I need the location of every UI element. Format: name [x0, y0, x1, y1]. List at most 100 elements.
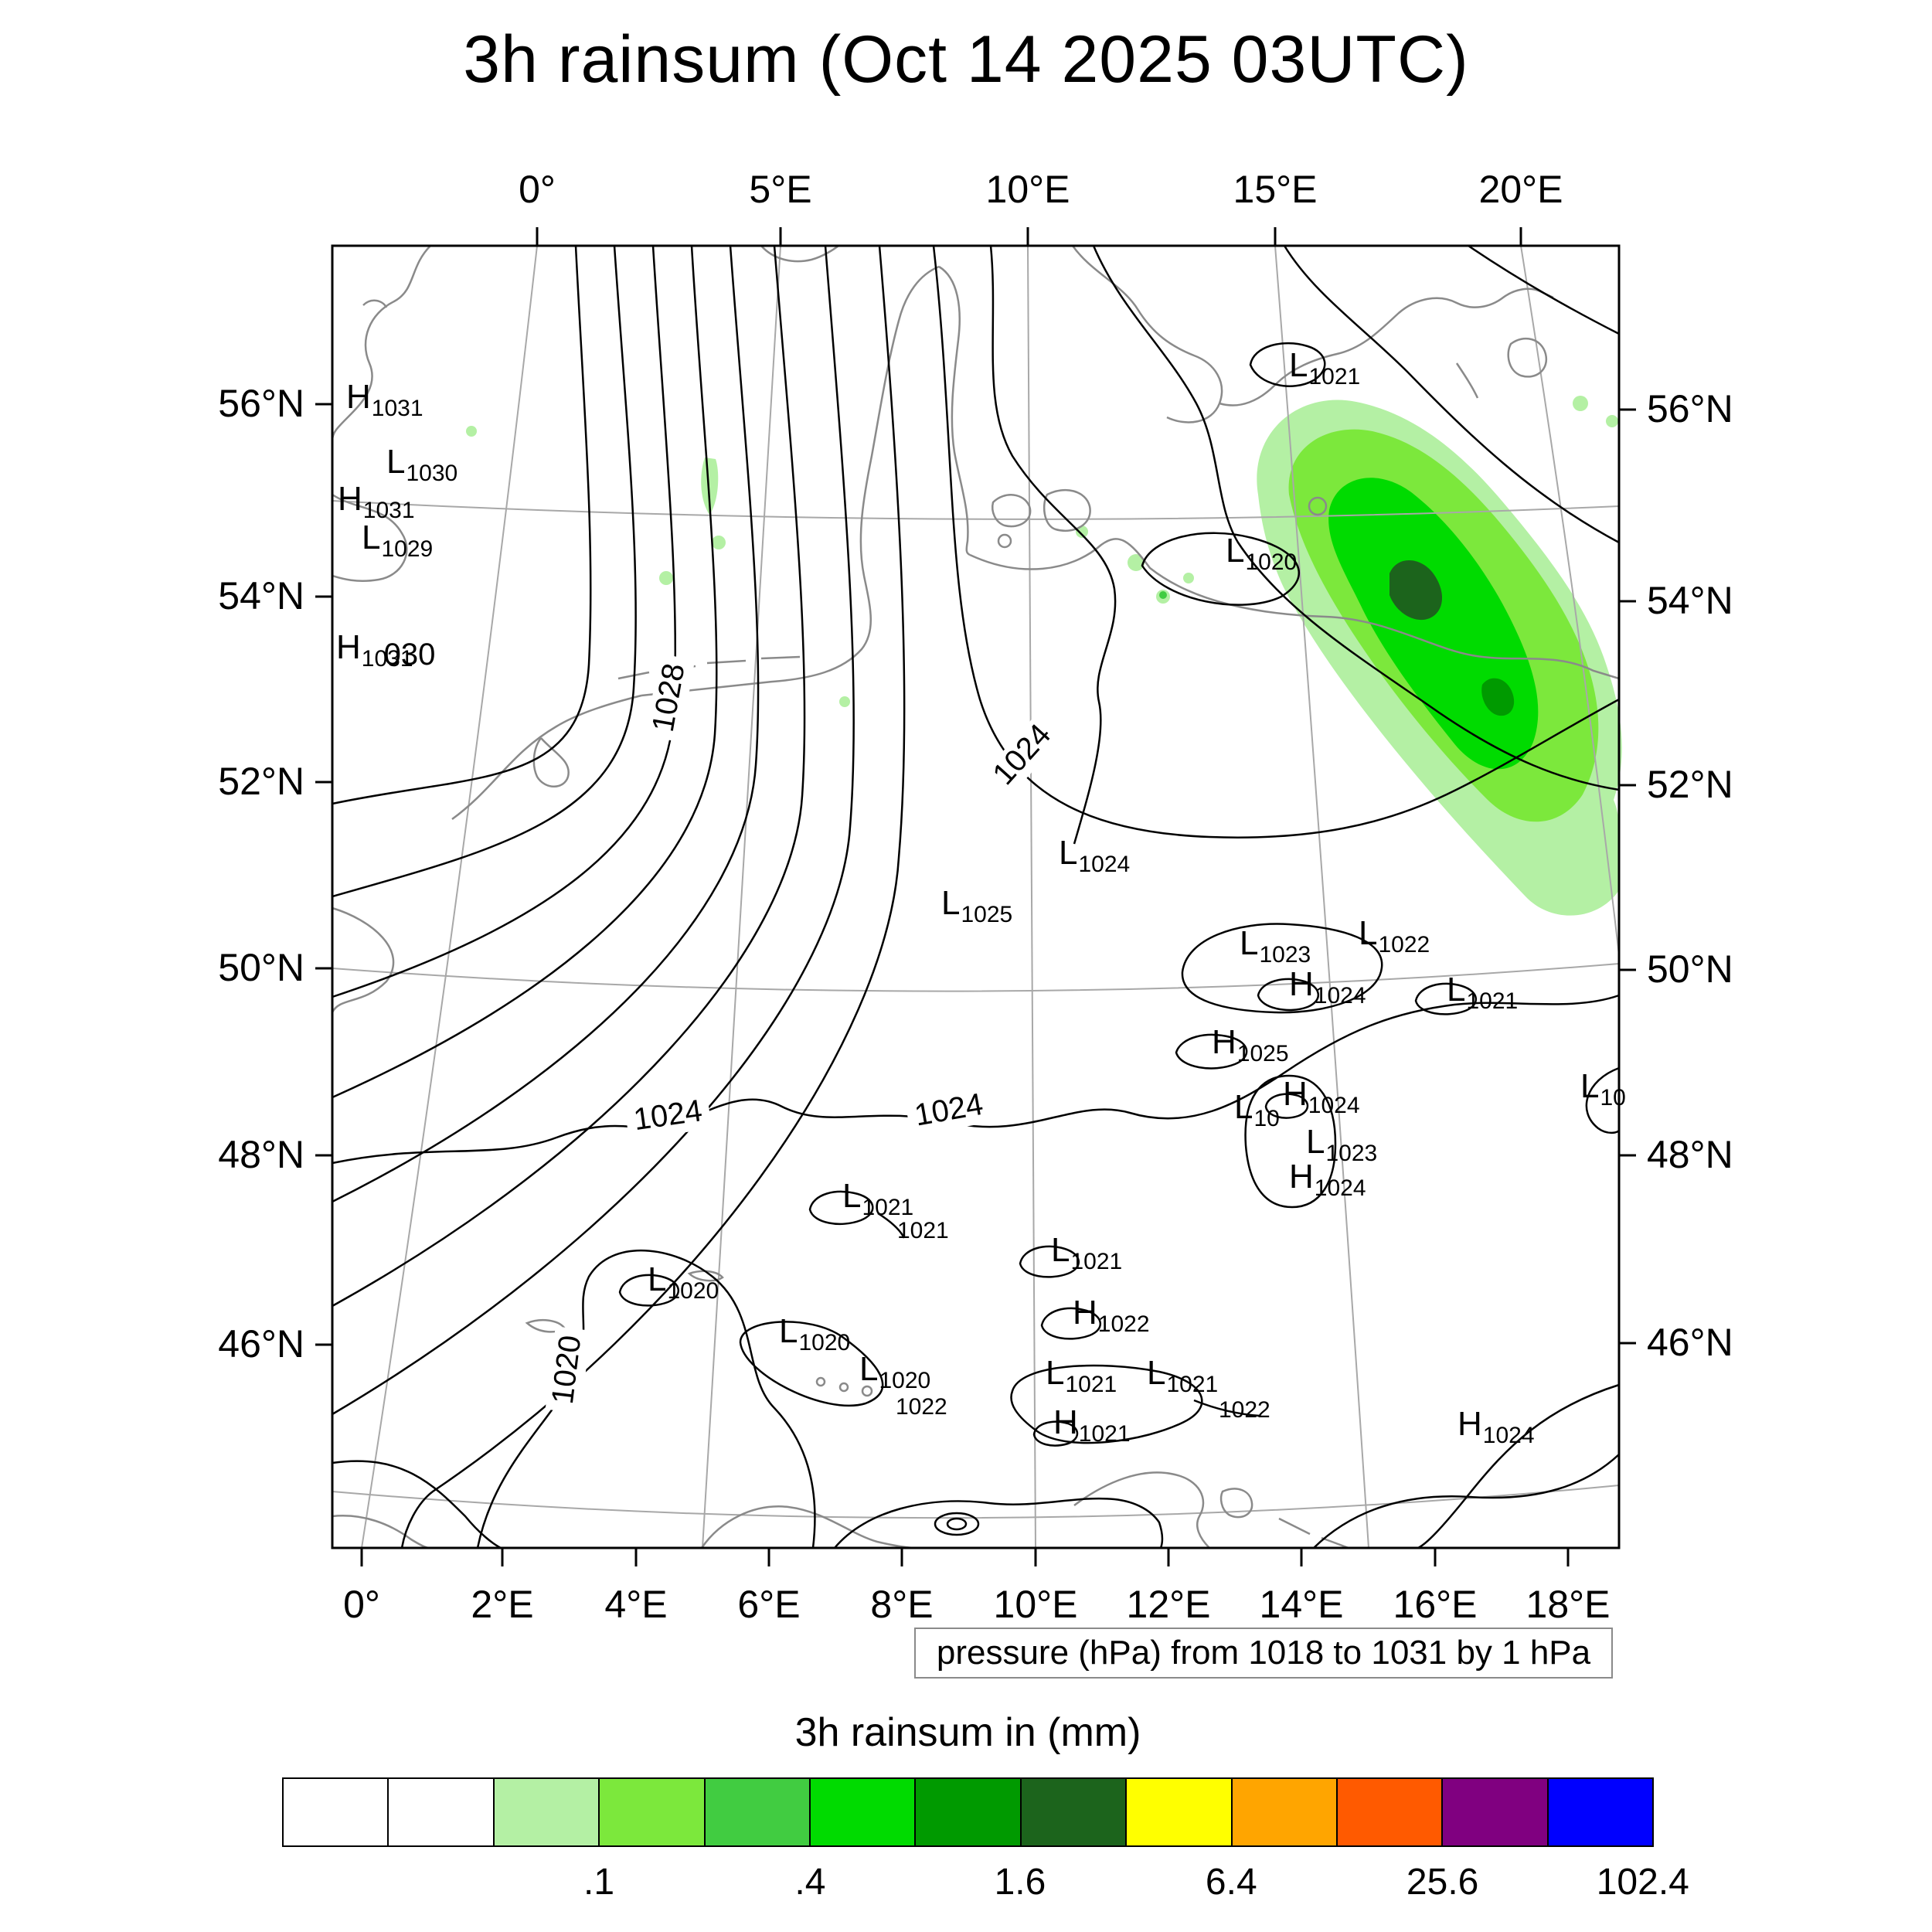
bottom-tick-label: 18°E	[1526, 1583, 1611, 1626]
colorbar-label-row: .1 .4 1.6 6.4 25.6 102.4	[282, 1861, 1689, 1907]
coastline	[1219, 287, 1554, 406]
coastline	[969, 538, 1620, 680]
coastline	[617, 655, 801, 680]
pressure-center-label: H1031	[336, 628, 413, 672]
bottom-tick-label: 10°E	[994, 1583, 1078, 1626]
graticule-line	[702, 245, 781, 1549]
contour-inline-labels: 1028 1024 1024 1024 1020 030	[376, 638, 1065, 1414]
pressure-center-label: L1021	[1447, 971, 1518, 1014]
graticule-line	[1027, 245, 1036, 1549]
pressure-center-label: L10	[1580, 1067, 1626, 1111]
coastline	[362, 299, 388, 308]
contour-label-gap	[904, 1087, 994, 1137]
coastline-island	[861, 1385, 873, 1397]
top-tick-label: 10°E	[986, 168, 1070, 211]
bottom-tick-label: 16°E	[1393, 1583, 1478, 1626]
rain-patch	[1573, 396, 1588, 411]
pressure-center-label: H1022	[1073, 1294, 1150, 1337]
isobar	[1313, 1454, 1620, 1549]
rain-patch	[1606, 415, 1618, 427]
pressure-center-label: L1023	[1240, 924, 1311, 968]
pressure-center-label: H1031	[346, 378, 423, 421]
contour-label: 1024	[981, 713, 1065, 799]
pressure-center-label: L1025	[941, 884, 1012, 927]
coastline	[332, 493, 408, 582]
left-tick-label: 46°N	[218, 1322, 304, 1366]
coastline	[532, 737, 570, 787]
rain-patch	[1159, 591, 1167, 599]
coastline	[331, 906, 395, 1013]
colorbar-cell	[389, 1779, 495, 1845]
graticule-layer	[332, 245, 1620, 1549]
isobar	[1092, 245, 1620, 791]
top-tick-label: 15°E	[1233, 168, 1318, 211]
coastline	[687, 1270, 724, 1282]
isobar	[1181, 923, 1383, 1014]
isobar	[618, 1274, 679, 1307]
right-tick-label: 52°N	[1647, 763, 1733, 806]
contour-label-gap	[545, 1326, 591, 1414]
pressure-center-label: 1022	[896, 1394, 947, 1420]
rain-shading-layer	[466, 396, 1622, 916]
pressure-center-label: L1020	[1226, 532, 1297, 575]
colorbar-cell	[1548, 1779, 1653, 1845]
pressure-center-label: L1020	[779, 1312, 850, 1355]
bottom-tick-label: 14°E	[1260, 1583, 1344, 1626]
coastline	[992, 494, 1032, 528]
isobar	[1040, 1307, 1101, 1340]
pressure-center-label: H1024	[1289, 965, 1366, 1009]
coastline	[1455, 362, 1479, 399]
left-tick-label: 52°N	[218, 760, 304, 803]
isobar	[1417, 1383, 1620, 1549]
isobar	[1141, 532, 1300, 606]
isobar	[1193, 1399, 1260, 1417]
pressure-center-label: L1021	[1147, 1354, 1218, 1397]
isobar	[1414, 982, 1477, 1015]
colorbar-cell	[1021, 1779, 1128, 1845]
contour-label-gap	[645, 653, 696, 743]
contour-label: 1024	[624, 1093, 713, 1141]
colorbar-label: 102.4	[1596, 1862, 1689, 1903]
pressure-caption-text: pressure (hPa) from 1018 to 1031 by 1 hP…	[936, 1634, 1591, 1672]
right-tick-label: 48°N	[1647, 1133, 1733, 1176]
isobar	[1264, 1093, 1309, 1119]
pressure-center-label: 1021	[897, 1218, 949, 1243]
pressure-center-label: L1021	[842, 1177, 913, 1220]
contour-label-text: 1020	[546, 1334, 588, 1406]
pressure-center-label: L1021	[1289, 346, 1360, 389]
map-frame	[331, 244, 1621, 1549]
coastline	[1071, 245, 1223, 423]
isobar	[1283, 245, 1620, 544]
rain-patch	[466, 426, 477, 437]
coastline-island	[1308, 496, 1328, 516]
top-tick-label: 20°E	[1479, 168, 1563, 211]
isobar-layer	[332, 244, 1621, 1549]
bottom-tick-label: 12°E	[1127, 1583, 1211, 1626]
isobar	[1175, 1033, 1248, 1070]
pressure-center-label: H1031	[338, 480, 415, 523]
isobar	[946, 1517, 968, 1531]
coastline	[700, 1505, 917, 1549]
isobar	[332, 245, 855, 1416]
colorbar-label: 25.6	[1406, 1862, 1479, 1903]
pressure-center-label: H1025	[1212, 1023, 1289, 1066]
isobar	[1019, 1245, 1080, 1278]
coastline	[331, 245, 431, 441]
rain-area	[1481, 678, 1515, 716]
isobar	[332, 994, 1620, 1165]
isobar	[808, 1190, 874, 1226]
pressure-center-label: L1021	[1046, 1354, 1117, 1397]
pressure-center-label: H1024	[1289, 1158, 1366, 1201]
isobar	[332, 245, 677, 998]
colorbar-cell	[284, 1779, 389, 1845]
pressure-center-label: H1024	[1458, 1405, 1535, 1448]
colorbar-label: .1	[583, 1862, 615, 1903]
bottom-tick-label: 8°E	[870, 1583, 933, 1626]
right-tick-label: 50°N	[1647, 947, 1733, 991]
contour-label-gap	[376, 638, 443, 674]
rain-area	[701, 457, 719, 515]
pressure-center-label: L1030	[386, 443, 457, 486]
contour-label: 1020	[545, 1326, 591, 1414]
coastline-island	[815, 1376, 826, 1387]
isobar	[1249, 342, 1326, 387]
